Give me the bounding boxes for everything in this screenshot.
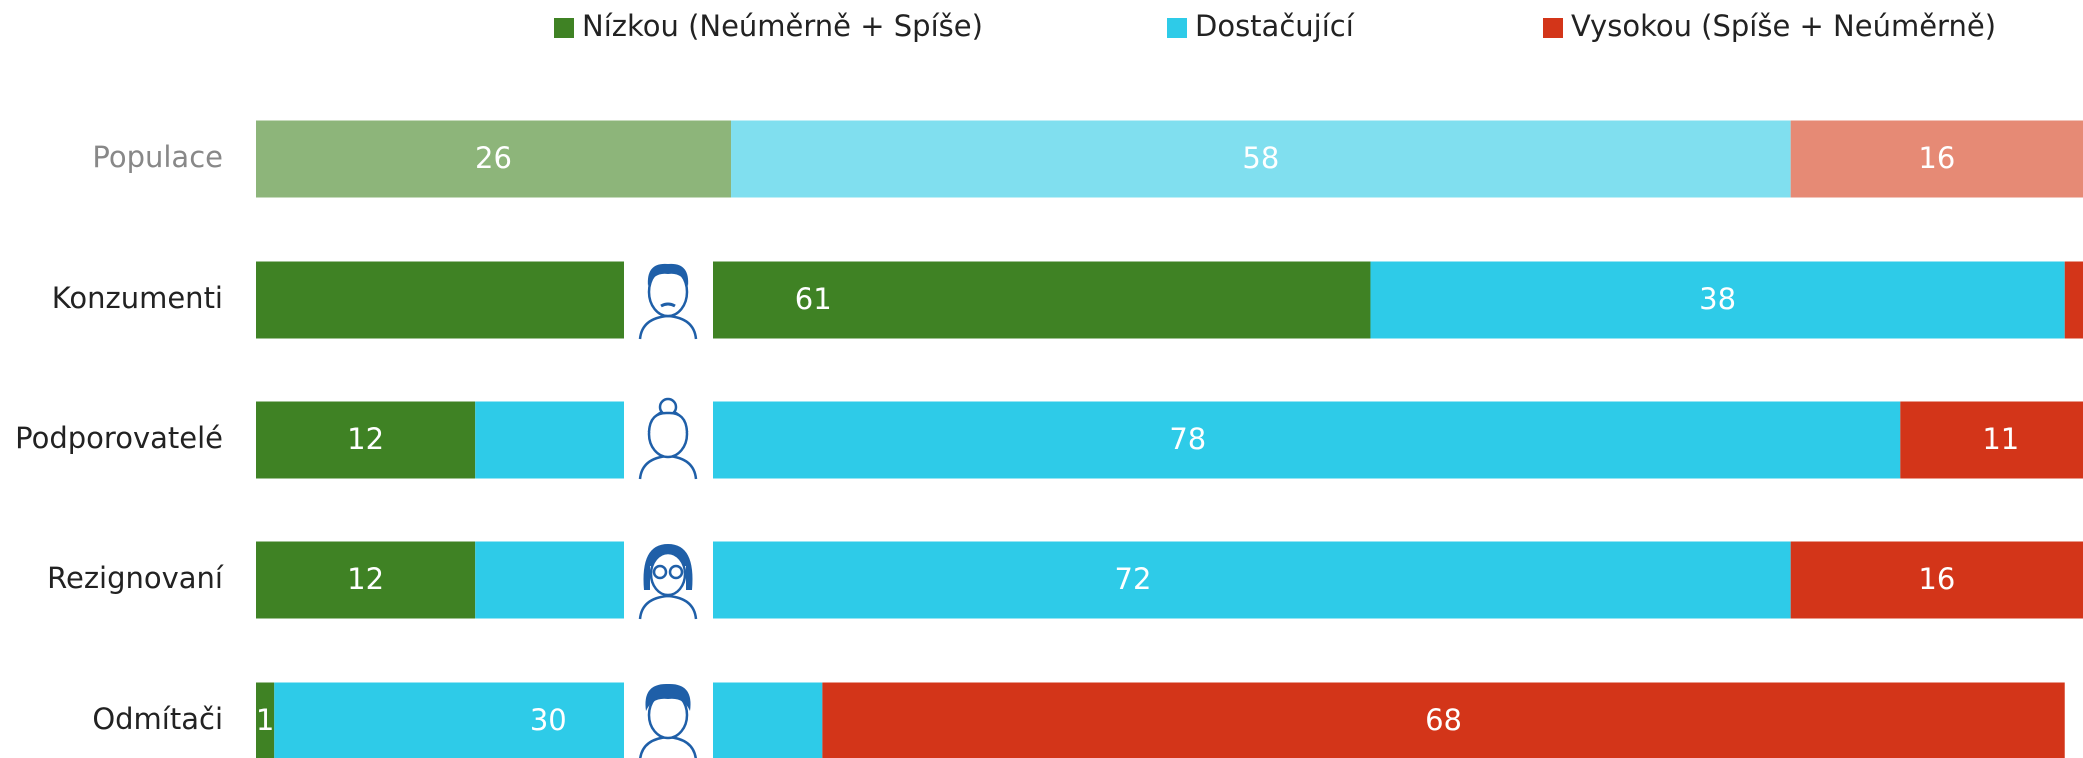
bar-segment [822,682,2065,758]
bar-segment [256,401,476,479]
data-label: 72 [1115,562,1152,596]
legend-label: Dostačující [1195,9,1355,43]
data-label: 58 [1242,141,1279,175]
data-label: 12 [347,422,384,456]
category-label: Populace [92,140,223,174]
data-label: 38 [1699,282,1736,316]
data-label: 12 [347,562,384,596]
bar-segment [256,120,732,198]
legend-swatch [554,18,574,38]
bars: 26 58 16 61 38 12 78 11 12 72 16 1 30 68 [256,120,2083,758]
icon-odmitaci [624,682,713,758]
bar-segment [256,682,275,758]
bar-segment [1900,401,2083,479]
data-label: 16 [1918,141,1955,175]
bar-segment [1790,120,2083,198]
legend-swatch [1167,18,1187,38]
data-label: 78 [1169,422,1206,456]
legend-swatch [1543,18,1563,38]
category-label: Konzumenti [52,281,223,315]
data-label: 30 [530,703,567,737]
legend-label: Vysokou (Spíše + Neúměrně) [1571,9,1996,43]
bar-segment [731,120,1791,198]
category-label: Odmítači [92,702,223,736]
bar-segment [256,261,1371,339]
icons [624,261,713,758]
legend-label: Nízkou (Neúměrně + Spíše) [582,9,983,43]
data-label: 26 [475,141,512,175]
data-label: 68 [1425,703,1462,737]
data-label: 16 [1918,562,1955,596]
bar-segment [256,541,476,619]
category-label: Rezignovaní [47,561,224,595]
data-label: 11 [1982,422,2019,456]
icon-podporovatele [624,397,713,480]
data-label: 1 [256,703,274,737]
data-label: 61 [795,282,832,316]
category-label: Podporovatelé [15,421,223,455]
icon-rezignovani [624,541,713,620]
bar-segment [2064,261,2083,339]
icon-konzumenti [624,261,713,340]
bar-segment [1370,261,2065,339]
bar-segment [274,682,823,758]
bar-segment [1790,541,2083,619]
